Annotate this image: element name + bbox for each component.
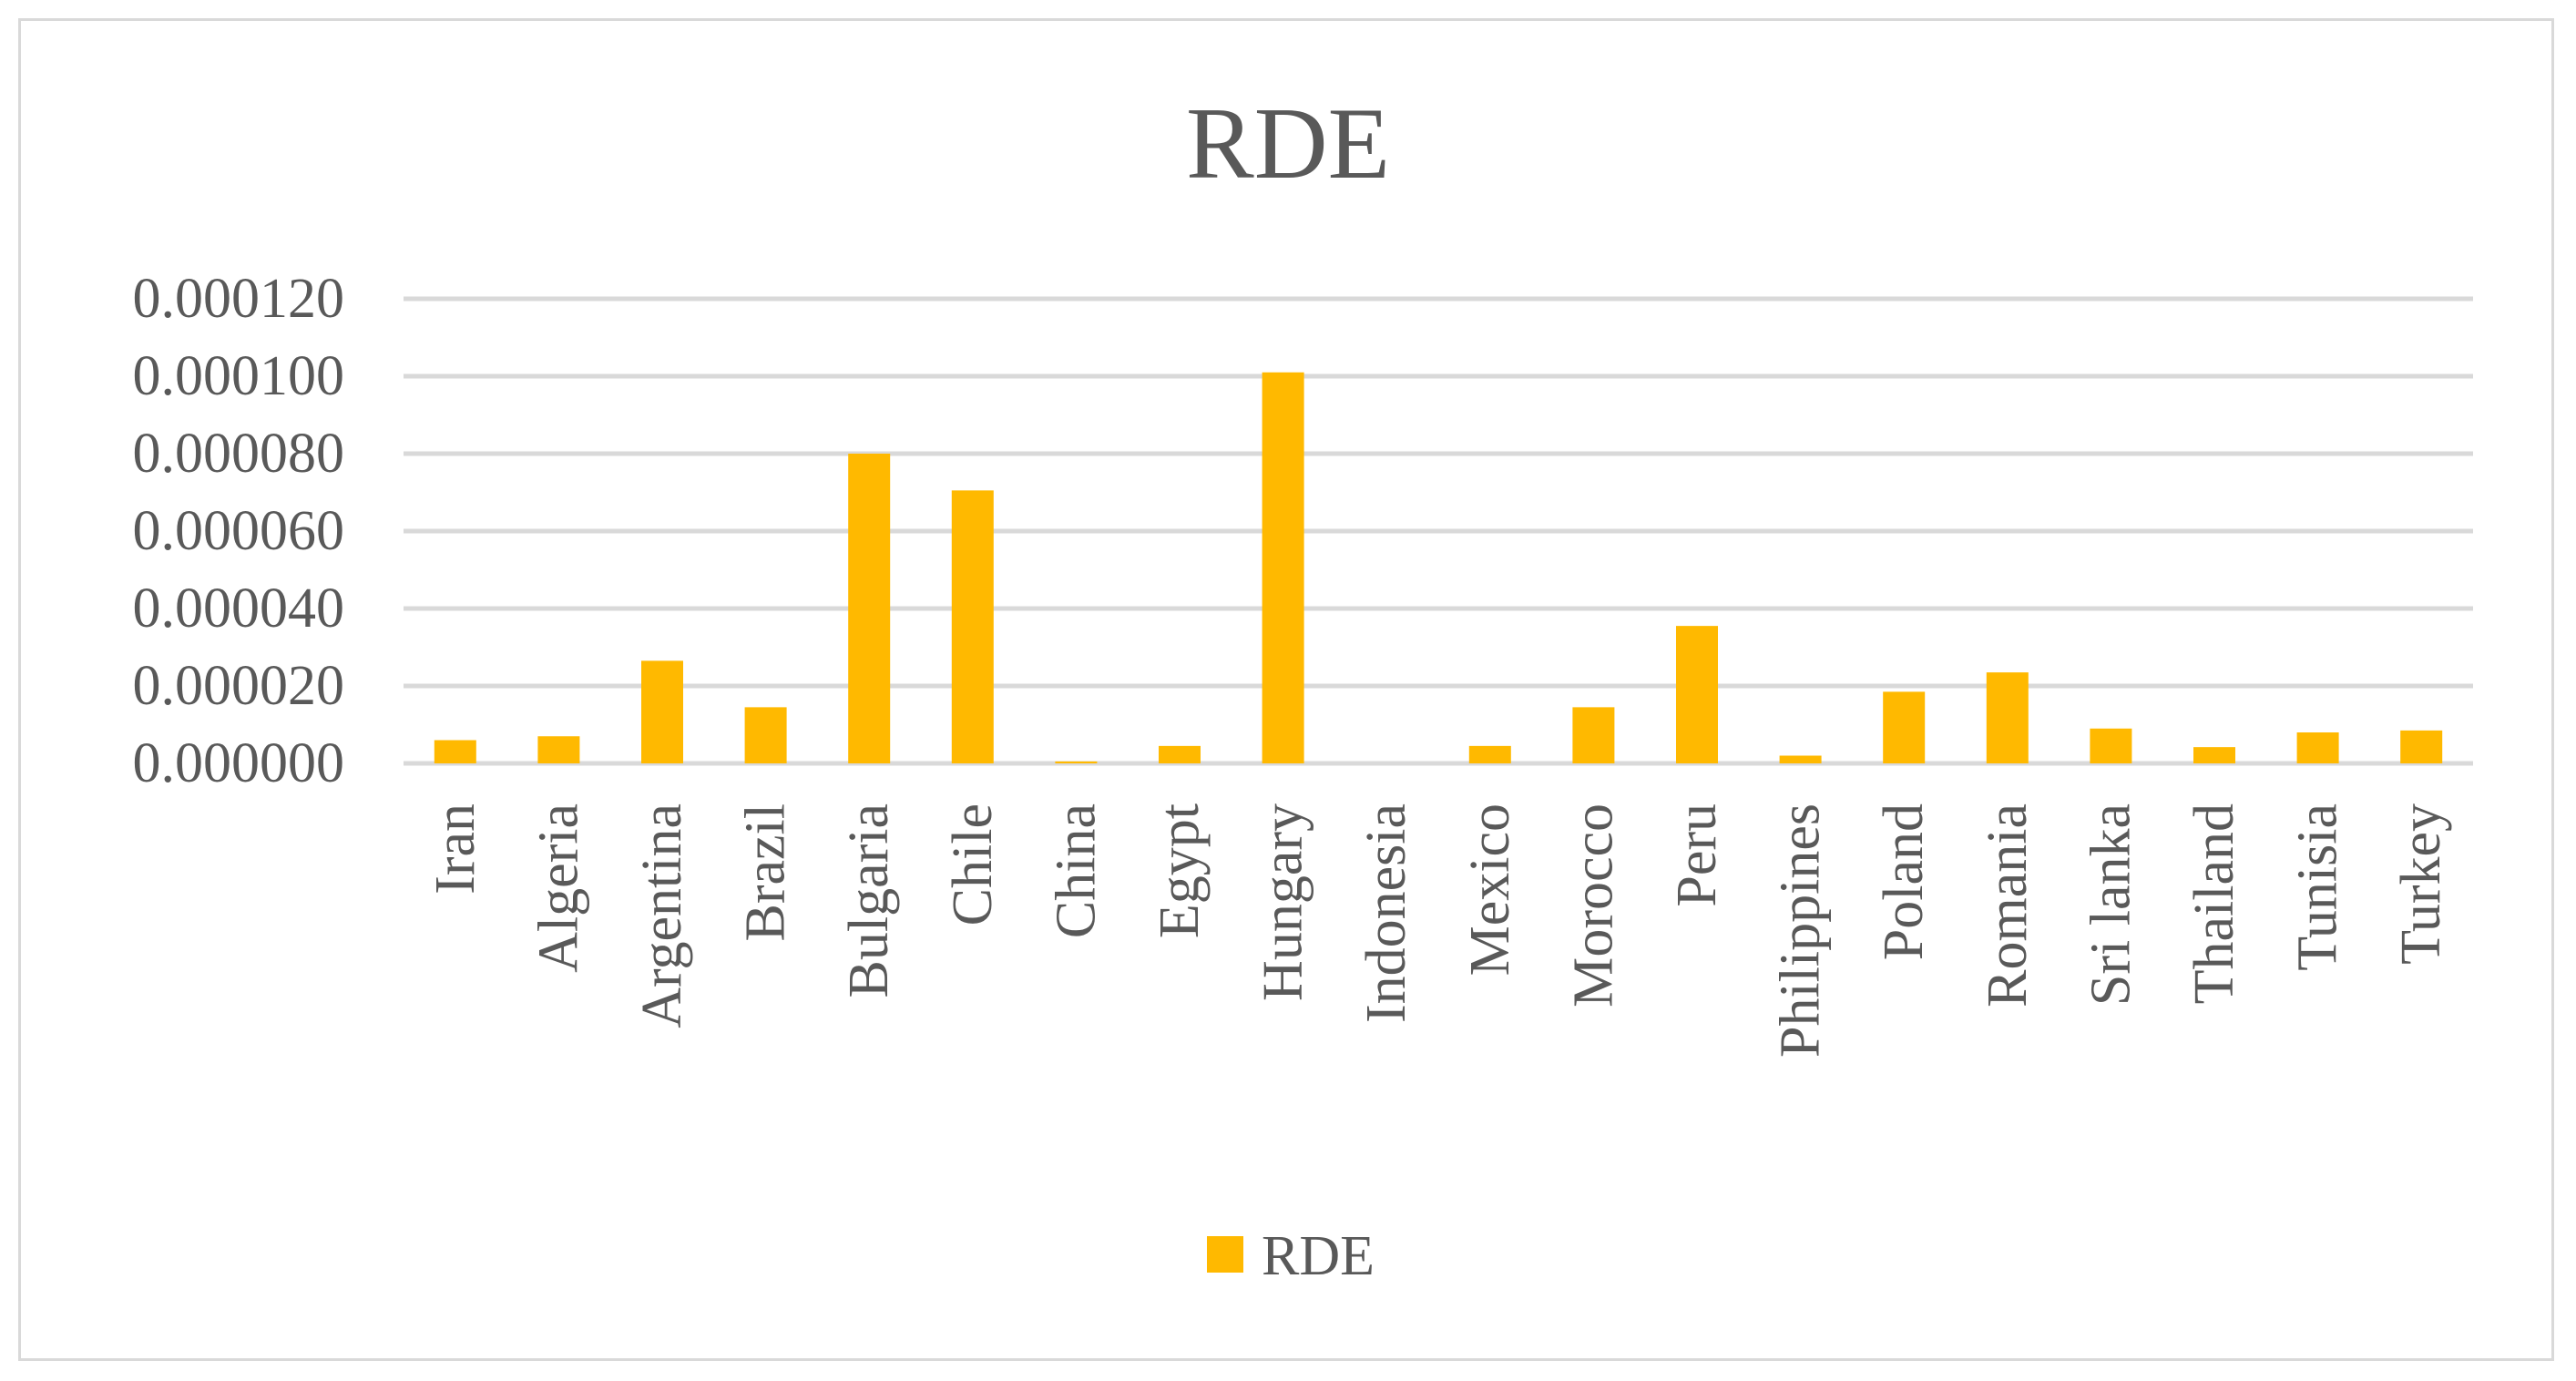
bar-morocco: [1572, 707, 1615, 763]
legend: RDE: [1207, 1225, 1375, 1287]
x-category-label: Peru: [1666, 803, 1728, 907]
bar-mexico: [1468, 745, 1511, 763]
bar-brazil: [744, 707, 787, 763]
bar-turkey: [2400, 730, 2443, 763]
bar-romania: [1986, 672, 2029, 763]
y-tick-label: 0.000000: [133, 732, 345, 794]
legend-label-rde: RDE: [1262, 1225, 1375, 1287]
x-axis-category-labels: Iran Algeria Argentina Brazil Bulgaria Chile C…: [424, 803, 2452, 1058]
bar-philippines: [1779, 755, 1822, 763]
bar-poland: [1883, 691, 1926, 763]
x-category-label: Sri lanka: [2080, 803, 2142, 1006]
x-category-label: Turkey: [2390, 803, 2452, 965]
bar-iran: [434, 740, 476, 763]
y-tick-label: 0.000020: [133, 655, 345, 717]
bar-sri-lanka: [2090, 728, 2132, 763]
x-category-label: China: [1045, 803, 1107, 938]
bar-egypt: [1159, 745, 1201, 763]
x-category-label: Bulgaria: [838, 803, 900, 998]
bar-tunisia: [2296, 732, 2339, 763]
y-tick-label: 0.000040: [133, 578, 345, 639]
x-category-label: Morocco: [1562, 803, 1624, 1008]
bar-algeria: [537, 736, 580, 763]
gridlines: [404, 296, 2473, 766]
bar-china: [1055, 761, 1098, 763]
chart-title: RDE: [1186, 87, 1390, 200]
bar-hungary: [1262, 372, 1304, 763]
x-category-label: Tunisia: [2287, 803, 2349, 971]
legend-swatch-rde: [1207, 1236, 1243, 1273]
bar-thailand: [2193, 747, 2235, 763]
x-category-label: Hungary: [1252, 803, 1314, 1001]
bar-peru: [1676, 626, 1718, 763]
y-tick-label: 0.000060: [133, 500, 345, 562]
x-category-label: Mexico: [1459, 803, 1521, 976]
y-axis-ticks: 0.000000 0.000020 0.000040 0.000060 0.000080…: [133, 268, 345, 794]
y-tick-label: 0.000080: [133, 423, 345, 485]
y-tick-label: 0.000100: [133, 345, 345, 407]
x-category-label: Poland: [1873, 803, 1935, 960]
y-tick-label: 0.000120: [133, 268, 345, 330]
x-category-label: Romania: [1977, 803, 2039, 1008]
bar-bulgaria: [848, 454, 891, 763]
x-category-label: Philippines: [1770, 803, 1832, 1058]
x-category-label: Algeria: [527, 803, 589, 973]
x-category-label: Thailand: [2183, 803, 2245, 1004]
x-category-label: Brazil: [735, 803, 797, 942]
x-category-label: Iran: [424, 803, 486, 895]
bar-chile: [951, 490, 994, 763]
bar-argentina: [641, 660, 683, 763]
x-category-label: Indonesia: [1355, 803, 1417, 1023]
x-category-label: Chile: [942, 803, 1004, 926]
x-category-label: Argentina: [631, 803, 693, 1028]
x-category-label: Egypt: [1149, 803, 1211, 938]
bars: [434, 372, 2443, 763]
